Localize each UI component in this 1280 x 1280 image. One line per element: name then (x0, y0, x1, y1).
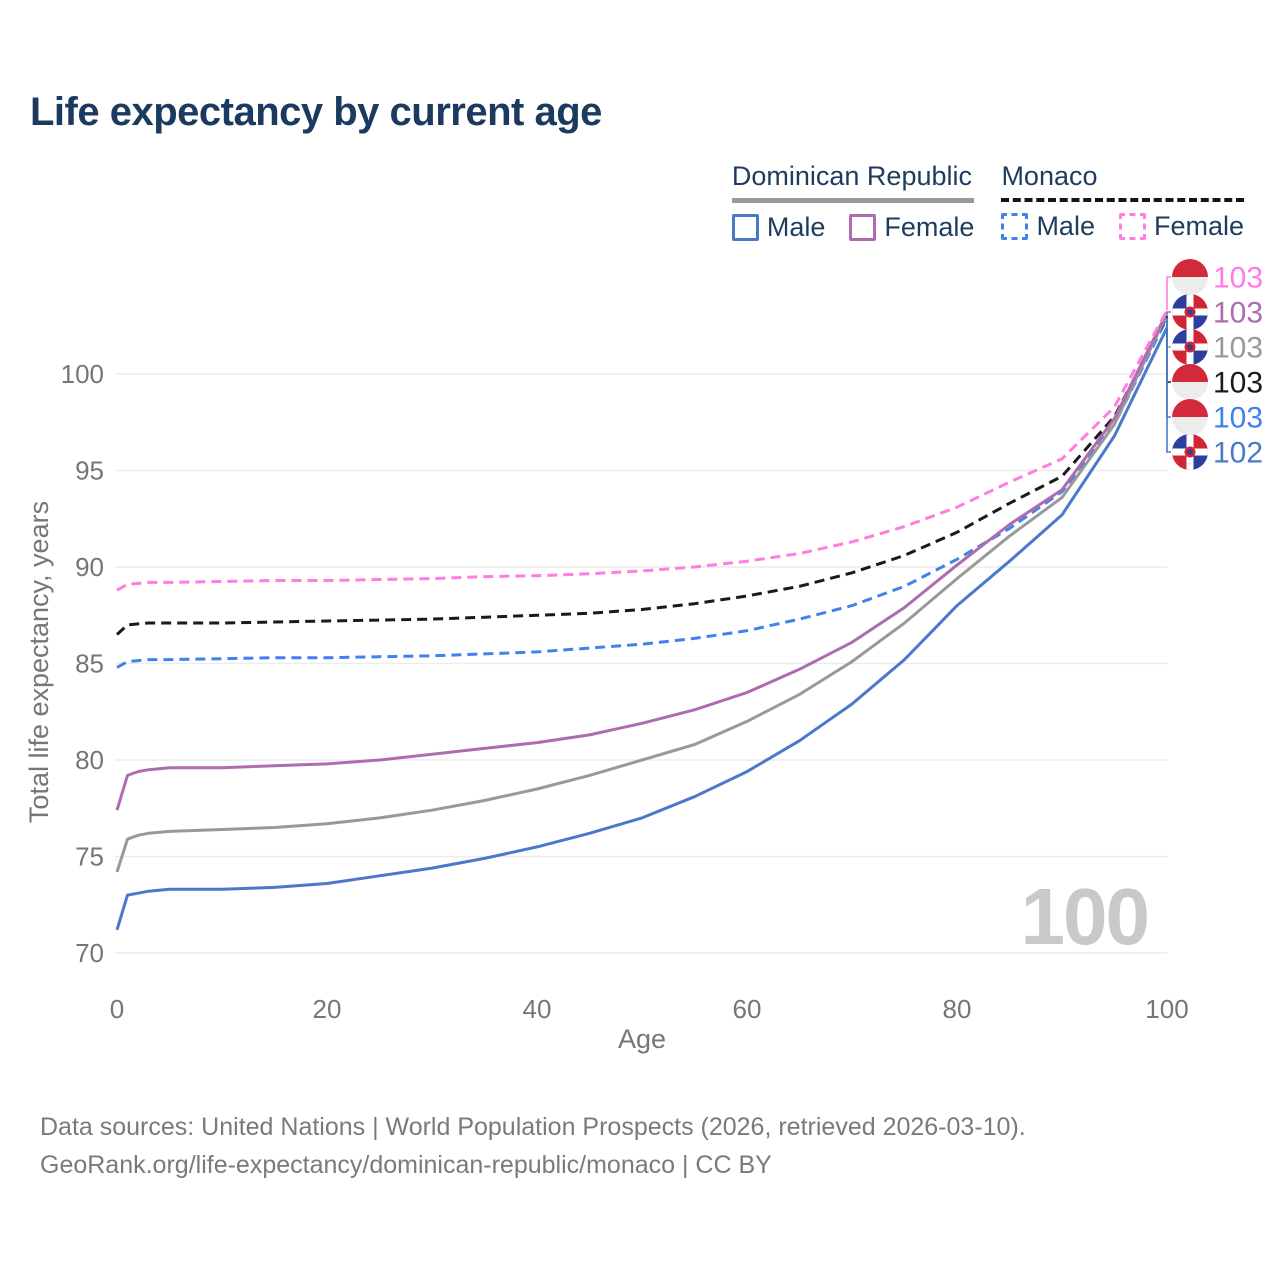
y-tick-85: 85 (75, 649, 104, 679)
legend-item-label: Male (766, 212, 826, 242)
legend-group-monaco: Monaco Male Female (1001, 161, 1244, 242)
legend-country-dominican-republic[interactable]: Dominican Republic (731, 161, 975, 203)
legend-item-label: Male (1036, 211, 1095, 241)
end-value-label-dominican-republic-female: 103 (1213, 297, 1263, 330)
y-tick-80: 80 (75, 745, 104, 775)
series-line-dominican-republic-both (115, 313, 1169, 873)
y-tick-95: 95 (75, 456, 104, 486)
legend-swatch-icon (1001, 213, 1029, 240)
end-value-label-monaco-both: 103 (1213, 367, 1263, 400)
y-tick-75: 75 (75, 842, 104, 872)
series-line-dominican-republic-male (115, 327, 1169, 931)
legend-item-dominican-republic-female[interactable]: Female (849, 212, 974, 243)
x-tick-0: 0 (110, 994, 124, 1024)
x-tick-20: 20 (313, 994, 342, 1024)
y-tick-70: 70 (75, 938, 104, 968)
series-line-monaco-both (115, 315, 1169, 636)
legend-group-dominican-republic: Dominican Republic Male Female (731, 161, 975, 243)
dominican-republic-flag-icon (1172, 434, 1208, 470)
legend-item-label: Female (1153, 211, 1244, 241)
monaco-flag-icon (1172, 364, 1208, 400)
series-lines (115, 309, 1169, 931)
y-tick-90: 90 (75, 552, 104, 582)
footer-data-sources: Data sources: United Nations | World Pop… (40, 1113, 1026, 1141)
legend-swatch-icon (849, 214, 877, 241)
end-label-leader-monaco-female (1166, 276, 1171, 311)
series-line-dominican-republic-female (115, 311, 1169, 811)
legend-item-dominican-republic-male[interactable]: Male (731, 212, 826, 243)
monaco-flag-icon (1172, 259, 1208, 295)
legend-item-monaco-male[interactable]: Male (1001, 211, 1095, 242)
legend-country-monaco[interactable]: Monaco (1001, 161, 1244, 202)
x-tick-60: 60 (733, 994, 762, 1024)
end-value-label-dominican-republic-both: 103 (1213, 332, 1263, 365)
end-value-label-monaco-female: 103 (1213, 262, 1263, 295)
x-tick-40: 40 (523, 994, 552, 1024)
legend-swatch-icon (731, 214, 759, 241)
y-axis-title: Total life expectancy, years (24, 501, 54, 823)
life-expectancy-chart: 100 70 75 80 85 90 95 100 0 20 40 60 80 100 Total l… (24, 259, 1263, 1054)
footer: Data sources: United Nations | World Pop… (40, 1108, 1026, 1184)
legend-item-monaco-female[interactable]: Female (1118, 211, 1244, 242)
dominican-republic-flag-icon (1172, 294, 1208, 330)
hover-age-watermark: 100 (1021, 872, 1148, 961)
y-tick-100: 100 (61, 359, 104, 389)
gridlines (115, 373, 1167, 954)
series-line-monaco-female (116, 309, 1169, 592)
series-line-monaco-male (116, 317, 1169, 669)
chart-legend: Dominican Republic Male Female Monaco Male Fe… (731, 161, 1244, 243)
page-title: Life expectancy by current age (30, 90, 602, 134)
end-value-label-dominican-republic-male: 102 (1213, 437, 1263, 470)
end-label-leader-dominican-republic-male (1166, 327, 1171, 453)
end-value-label-monaco-male: 103 (1213, 402, 1263, 435)
x-tick-100: 100 (1145, 994, 1188, 1024)
footer-attribution: GeoRank.org/life-expectancy/dominican-re… (40, 1151, 772, 1179)
legend-item-label: Female (884, 212, 975, 242)
dominican-republic-flag-icon (1172, 329, 1208, 365)
legend-swatch-icon (1118, 213, 1146, 240)
x-axis-title: Age (618, 1024, 666, 1054)
x-axis-tick-labels: 0 20 40 60 80 100 (110, 994, 1189, 1024)
monaco-flag-icon (1172, 399, 1208, 435)
y-axis-tick-labels: 70 75 80 85 90 95 100 (61, 359, 104, 968)
x-tick-80: 80 (943, 994, 972, 1024)
